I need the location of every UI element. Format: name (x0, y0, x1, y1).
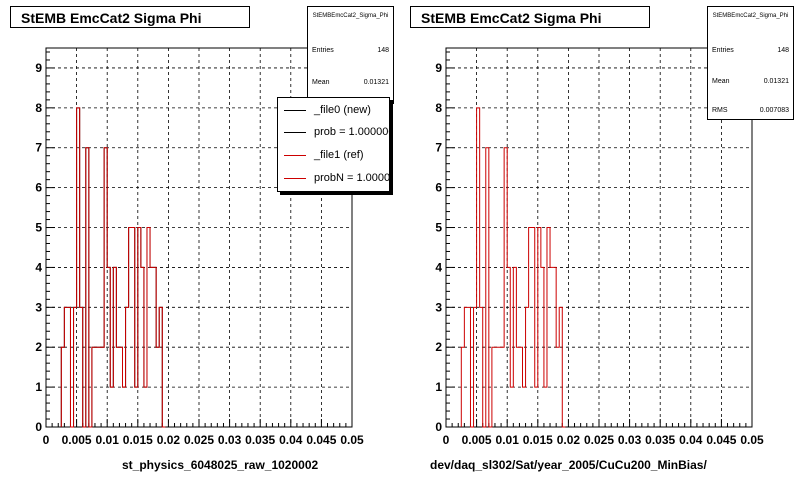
stats-value: 148 (377, 47, 389, 54)
y-tick-label: 5 (35, 221, 42, 235)
right-stats-mean: Mean 0.01321 (712, 78, 789, 85)
y-tick-label: 2 (435, 340, 442, 354)
left-chart-xlabel: st_physics_6048025_raw_1020002 (122, 458, 319, 472)
x-tick-label: 0 (43, 433, 50, 447)
left-stats-box: StEMBEmcCat2_Sigma_Phi Entries 148 Mean … (307, 6, 394, 104)
y-tick-label: 1 (435, 380, 442, 394)
left-stats-entries: Entries 148 (312, 47, 389, 54)
x-tick-label: 0.03 (218, 433, 242, 447)
legend-label: probN = 1.000000 (314, 172, 390, 184)
x-tick-label: 0.02 (557, 433, 581, 447)
legend-line (284, 177, 306, 179)
legend-entry: _file1 (ref) (284, 149, 364, 161)
x-tick-label: 0.025 (584, 433, 614, 447)
left-chart: 0 0.005 0.01 0.015 0.02 0.025 0.03 0.035 0.04 0.0… (35, 47, 364, 447)
x-tick-label: 0.015 (523, 433, 553, 447)
y-tick-label: 4 (435, 260, 442, 274)
x-tick-label: 0.035 (645, 433, 675, 447)
legend-entry: _file0 (new) (284, 104, 371, 116)
right-chart: 0 0.005 0.01 0.015 0.02 0.025 0.03 0.035 0.04 0.0… (435, 47, 764, 447)
x-tick-label: 0.03 (618, 433, 642, 447)
legend-line (284, 154, 306, 156)
x-tick-label: 0.035 (245, 433, 275, 447)
left-stats-title: StEMBEmcCat2_Sigma_Phi (312, 13, 389, 19)
y-tick-label: 5 (435, 221, 442, 235)
x-tick-label: 0.02 (157, 433, 181, 447)
x-tick-label: 0.04 (279, 433, 303, 447)
x-tick-label: 0.025 (184, 433, 214, 447)
legend-line (284, 109, 306, 111)
x-tick-label: 0.01 (496, 433, 520, 447)
y-tick-label: 3 (435, 300, 442, 314)
x-tick-label: 0.005 (462, 433, 492, 447)
legend-line (284, 131, 306, 133)
x-tick-label: 0.04 (679, 433, 703, 447)
x-tick-label: 0.01 (96, 433, 120, 447)
right-chart-title: StEMB EmcCat2 Sigma Phi (410, 6, 650, 28)
y-tick-label: 0 (435, 420, 442, 434)
stats-value: 0.01321 (363, 79, 389, 86)
y-tick-label: 3 (35, 300, 42, 314)
y-tick-label: 9 (435, 61, 442, 75)
y-tick-label: 7 (435, 141, 442, 155)
legend-entry: probN = 1.000000 (284, 172, 390, 184)
y-tick-label: 7 (35, 141, 42, 155)
stats-label: RMS (712, 107, 728, 114)
x-tick-label: 0 (443, 433, 450, 447)
x-tick-label: 0.005 (62, 433, 92, 447)
stats-label: Mean (712, 78, 730, 85)
right-stats-title: StEMBEmcCat2_Sigma_Phi (712, 13, 789, 19)
x-tick-label: 0.045 (306, 433, 336, 447)
x-tick-label: 0.05 (340, 433, 364, 447)
y-tick-label: 9 (35, 61, 42, 75)
plot-frame (445, 47, 753, 428)
stats-label: Entries (712, 47, 734, 54)
right-stats-box: StEMBEmcCat2_Sigma_Phi Entries 148 Mean … (707, 6, 794, 120)
x-tick-label: 0.015 (123, 433, 153, 447)
y-tick-label: 2 (35, 340, 42, 354)
y-tick-label: 4 (35, 260, 42, 274)
x-tick-label: 0.05 (740, 433, 764, 447)
right-chart-xlabel: dev/daq_sl302/Sat/year_2005/CuCu200_MinB… (430, 458, 707, 472)
y-tick-label: 6 (35, 181, 42, 195)
left-chart-title: StEMB EmcCat2 Sigma Phi (10, 6, 250, 28)
stats-label: Entries (312, 47, 334, 54)
legend-entry: prob = 1.000000 (284, 126, 390, 138)
left-legend: _file0 (new) prob = 1.000000 _file1 (ref… (277, 97, 390, 192)
histogram-series (460, 107, 566, 428)
x-tick-label: 0.045 (706, 433, 736, 447)
y-tick-label: 0 (35, 420, 42, 434)
y-tick-label: 8 (35, 101, 42, 115)
legend-label: _file0 (new) (314, 104, 371, 116)
stats-value: 0.007083 (759, 107, 789, 114)
left-stats-mean: Mean 0.01321 (312, 79, 389, 86)
legend-label: _file1 (ref) (314, 149, 364, 161)
histogram-series (60, 107, 166, 428)
right-stats-entries: Entries 148 (712, 47, 789, 54)
y-tick-label: 8 (435, 101, 442, 115)
y-tick-label: 6 (435, 181, 442, 195)
legend-label: prob = 1.000000 (314, 126, 390, 138)
stats-label: Mean (312, 79, 330, 86)
stats-value: 0.01321 (763, 78, 789, 85)
y-tick-label: 1 (35, 380, 42, 394)
right-stats-rms: RMS 0.007083 (712, 107, 789, 114)
stats-value: 148 (777, 47, 789, 54)
